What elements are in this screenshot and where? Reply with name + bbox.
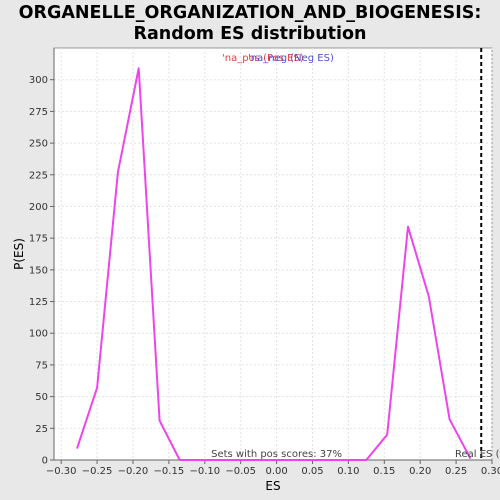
y-tick-label: 275 (29, 107, 48, 118)
x-axis: −0.30 −0.25 −0.20 −0.15 −0.10 −0.05 0.00 0.05 0.… (46, 459, 500, 477)
x-tick-label: 0.10 (337, 466, 359, 477)
series-layer (76, 67, 472, 461)
chart-title: ORGANELLE_ORGANIZATION_AND_BIOGENESIS: (18, 3, 482, 23)
y-tick-label: 200 (29, 202, 48, 213)
x-tick-label: −0.25 (82, 466, 113, 477)
x-tick-label: −0.15 (154, 466, 185, 477)
y-tick-label: 0 (42, 456, 48, 467)
x-tick-label: −0.20 (118, 466, 149, 477)
x-tick-label: −0.05 (225, 466, 256, 477)
y-axis: 0 25 50 75 100 125 150 175 200 225 250 275 300 (29, 48, 55, 467)
series-line-2 (76, 67, 472, 461)
y-tick-label: 250 (29, 139, 48, 150)
y-tick-label: 175 (29, 234, 48, 245)
y-tick-label: 75 (35, 360, 48, 371)
y-tick-label: 125 (29, 297, 48, 308)
x-tick-label: 0.20 (409, 466, 431, 477)
x-tick-label: −0.30 (46, 466, 77, 477)
y-tick-label: 100 (29, 329, 48, 340)
legend-entry-pos: 'na_pos (Pos ES) (222, 53, 304, 64)
plot-area (53, 47, 493, 461)
y-tick-label: 225 (29, 170, 48, 181)
y-tick-label: 50 (35, 392, 48, 403)
x-tick-label: 0.25 (445, 466, 467, 477)
x-tick-label: 0.00 (265, 466, 287, 477)
y-axis-label: P(ES) (12, 238, 26, 270)
legend-entry-neg: 'na_neg (Neg ES) (248, 53, 334, 64)
pos-scores-annotation: Sets with pos scores: 37% (211, 449, 342, 460)
y-tick-label: 25 (35, 424, 48, 435)
x-tick-label: 0.30 (481, 466, 500, 477)
y-tick-label: 150 (29, 265, 48, 276)
x-axis-label: ES (265, 479, 280, 493)
x-tick-label: 0.15 (373, 466, 395, 477)
real-es-label: Real ES ( (455, 449, 500, 460)
x-tick-label: 0.05 (301, 466, 323, 477)
chart-subtitle: Random ES distribution (133, 24, 367, 44)
x-tick-label: −0.10 (189, 466, 220, 477)
y-tick-label: 300 (29, 75, 48, 86)
